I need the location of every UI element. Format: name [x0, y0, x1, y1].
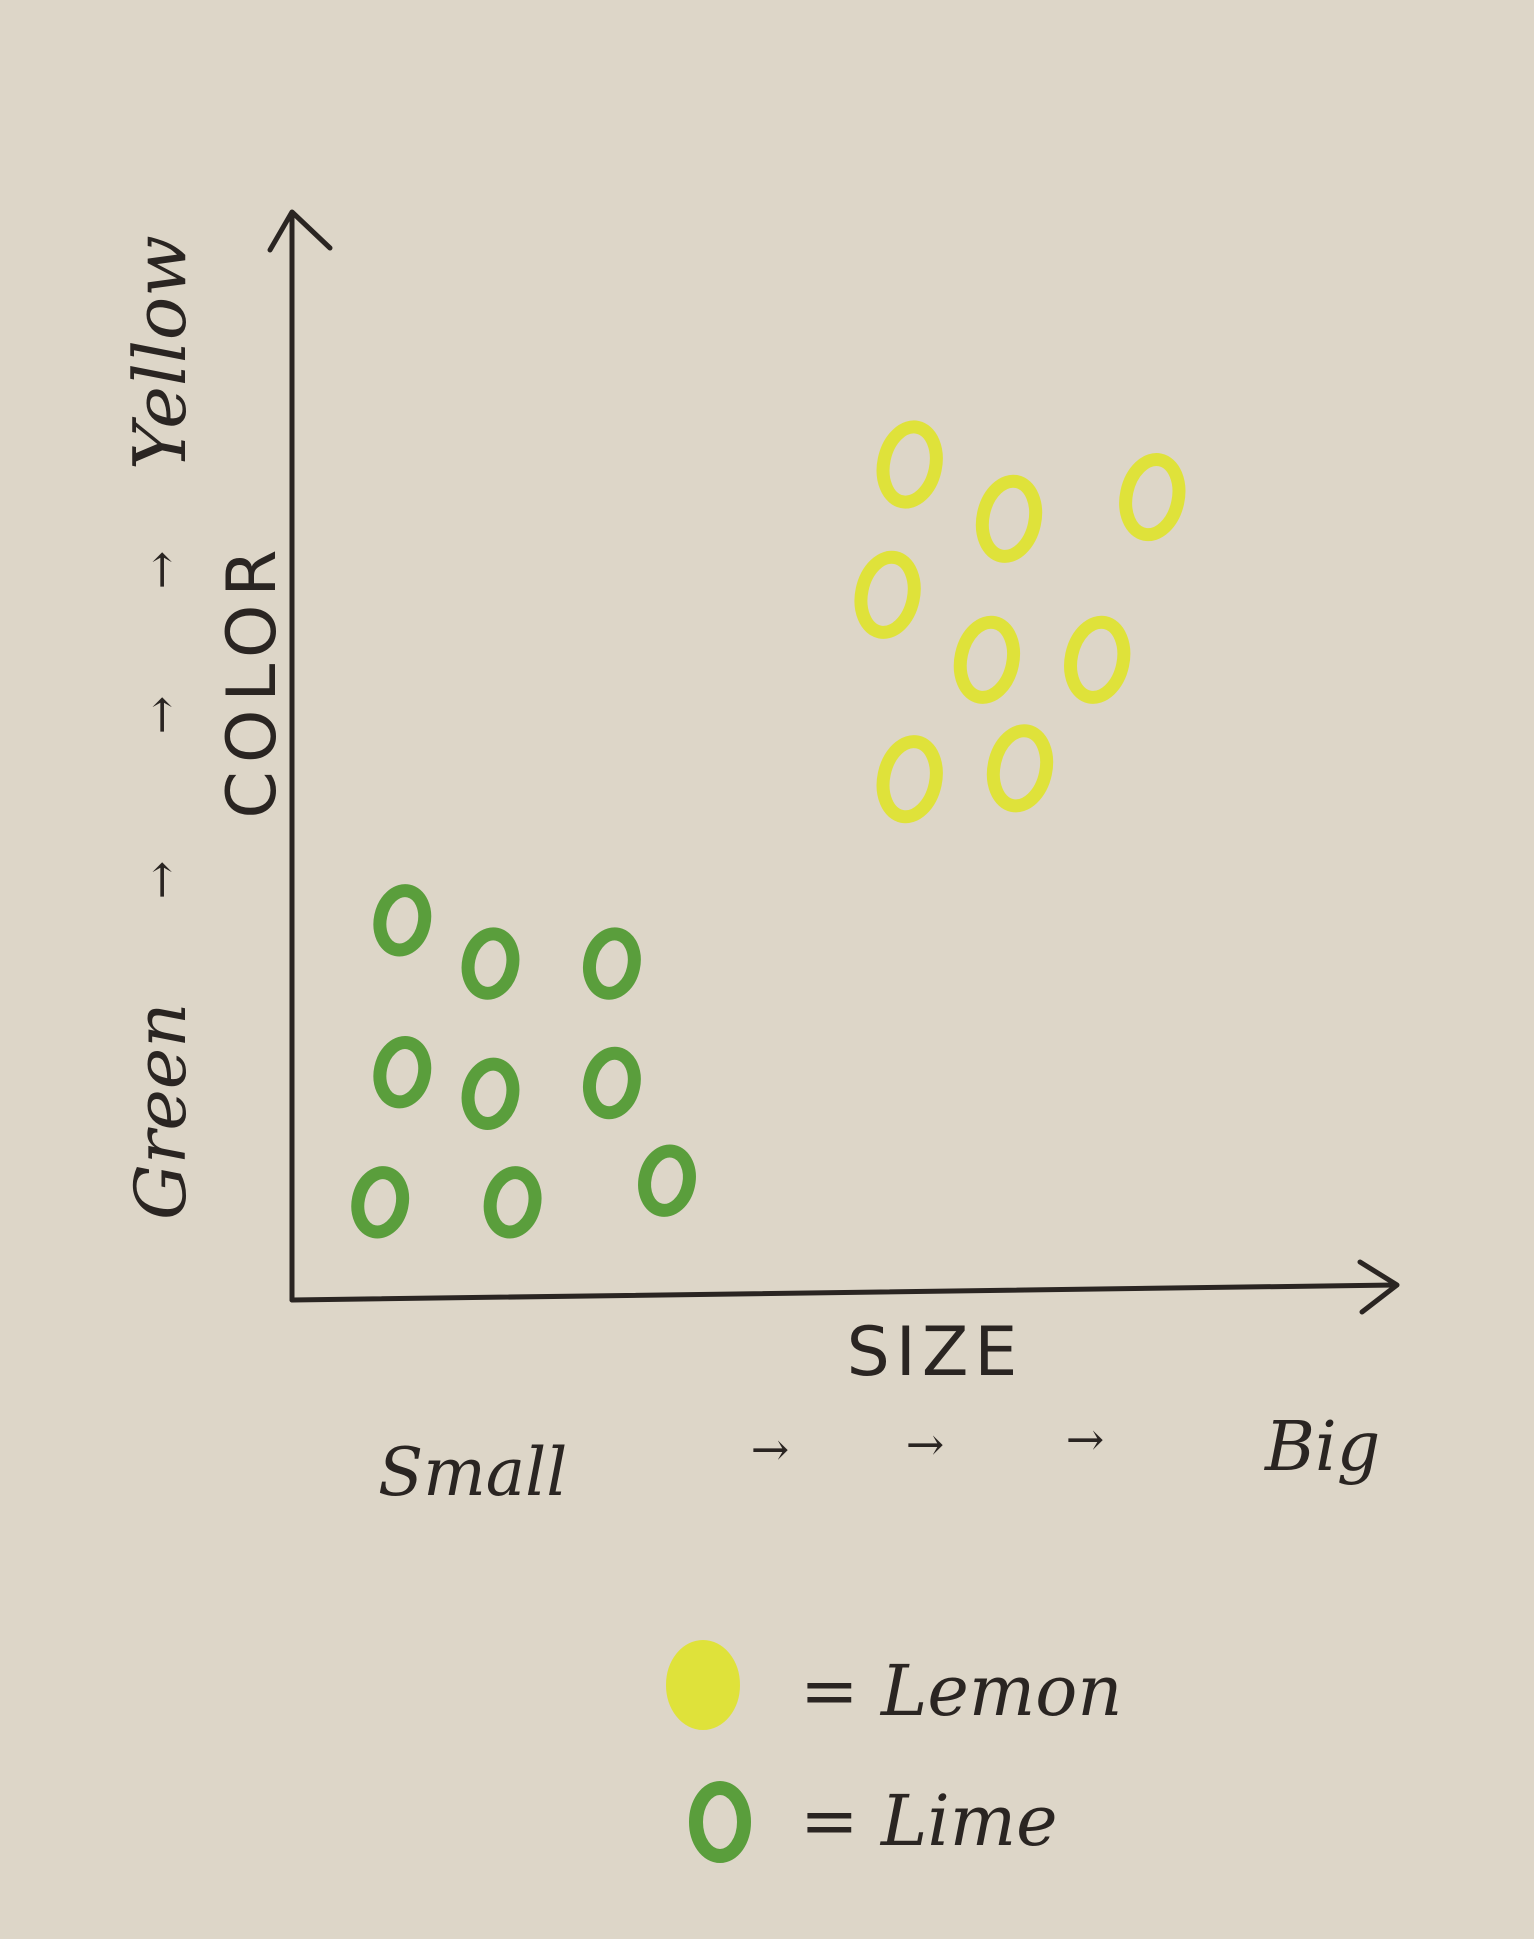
y-scale-group: Green → → → Yellow — [118, 235, 202, 1220]
x-scale-start-label: Small — [378, 1434, 567, 1511]
x-scale-arrow-1: → — [751, 1422, 790, 1476]
x-scale-end-label: Big — [1263, 1408, 1380, 1487]
legend-label-lime: = Lime — [800, 1780, 1058, 1862]
lime-point-8 — [483, 1166, 542, 1239]
y-scale-end-label: Yellow — [118, 235, 202, 470]
x-axis-title: SIZE — [847, 1313, 1024, 1392]
lemon-point-4 — [854, 550, 921, 639]
y-axis-title: COLOR — [213, 541, 292, 818]
y-scale-start-label: Green — [120, 1003, 202, 1220]
x-axis-arrowhead — [1357, 1259, 1400, 1315]
lime-point-5 — [461, 1057, 520, 1130]
x-scale-arrow-3: → — [1066, 1412, 1105, 1466]
legend-label-lemon: = Lemon — [800, 1650, 1122, 1732]
lemon-point-5 — [953, 615, 1021, 704]
lemon-point-8 — [986, 724, 1054, 813]
y-scale-arrow-1: → — [134, 861, 188, 900]
lemon-point-3 — [1119, 453, 1186, 542]
data-points — [351, 420, 1186, 1239]
lime-point-1 — [373, 884, 432, 957]
lime-point-3 — [582, 927, 641, 1000]
lime-point-4 — [373, 1036, 432, 1109]
x-axis-line — [289, 1282, 1398, 1303]
lemon-point-2 — [975, 474, 1043, 563]
lime-point-2 — [461, 927, 520, 1000]
lemon-point-7 — [876, 735, 943, 824]
legend-swatch-lemon — [666, 1640, 740, 1730]
lime-point-7 — [351, 1166, 410, 1239]
legend-swatch-lime — [689, 1781, 751, 1863]
x-scale-arrow-2: → — [906, 1417, 945, 1471]
y-axis-arrowhead — [267, 209, 333, 253]
lemon-point-6 — [1064, 615, 1131, 704]
lime-point-9 — [638, 1144, 696, 1217]
legend: = Lemon = Lime — [666, 1640, 1122, 1863]
lemon-point-1 — [876, 420, 943, 509]
y-scale-arrow-3: → — [134, 551, 188, 590]
y-scale-arrow-2: → — [134, 696, 188, 735]
lime-point-6 — [582, 1046, 641, 1120]
